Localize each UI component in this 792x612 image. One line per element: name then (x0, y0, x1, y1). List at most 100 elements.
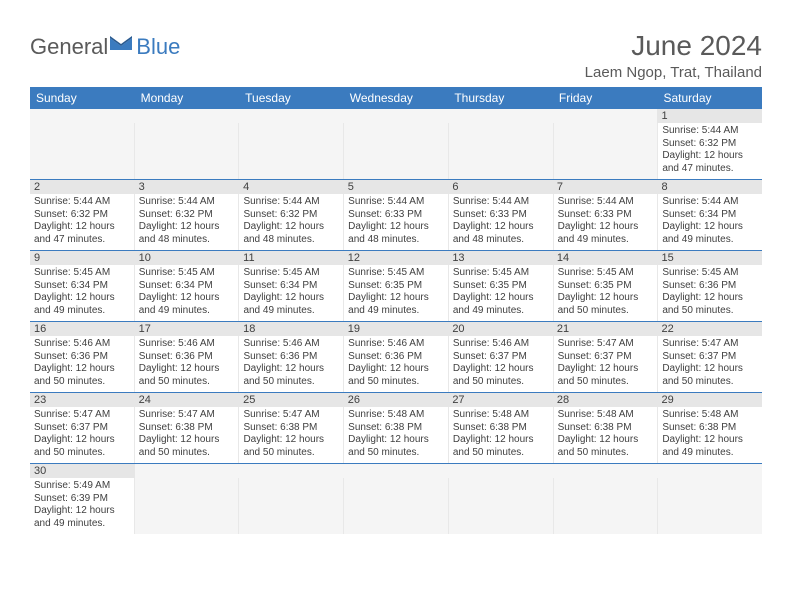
week-row: Sunrise: 5:44 AMSunset: 6:32 PMDaylight:… (30, 123, 762, 180)
day-number: 2 (30, 180, 135, 194)
day-cell: Sunrise: 5:45 AMSunset: 6:34 PMDaylight:… (30, 265, 135, 321)
daylight-line: Daylight: 12 hours and 48 minutes. (348, 221, 444, 246)
day-number: 15 (657, 251, 762, 265)
sunset-line: Sunset: 6:33 PM (453, 209, 549, 222)
day-cell (658, 478, 762, 534)
sunrise-line: Sunrise: 5:45 AM (243, 267, 339, 280)
day-number (135, 109, 240, 123)
day-number: 18 (239, 322, 344, 336)
sunset-line: Sunset: 6:36 PM (348, 351, 444, 364)
sunrise-line: Sunrise: 5:47 AM (139, 409, 235, 422)
sunrise-line: Sunrise: 5:46 AM (453, 338, 549, 351)
logo: General Blue (30, 30, 180, 60)
sunrise-line: Sunrise: 5:47 AM (243, 409, 339, 422)
day-cell: Sunrise: 5:48 AMSunset: 6:38 PMDaylight:… (344, 407, 449, 463)
sunrise-line: Sunrise: 5:46 AM (139, 338, 235, 351)
day-number-row: 23242526272829 (30, 393, 762, 407)
day-number: 13 (448, 251, 553, 265)
daylight-line: Daylight: 12 hours and 50 minutes. (348, 363, 444, 388)
daylight-line: Daylight: 12 hours and 50 minutes. (558, 363, 654, 388)
sunrise-line: Sunrise: 5:45 AM (139, 267, 235, 280)
day-number (239, 464, 344, 478)
daylight-line: Daylight: 12 hours and 50 minutes. (139, 363, 235, 388)
day-cell (449, 123, 554, 179)
day-cell: Sunrise: 5:46 AMSunset: 6:36 PMDaylight:… (30, 336, 135, 392)
day-cell (554, 123, 659, 179)
day-number: 4 (239, 180, 344, 194)
day-number: 21 (553, 322, 658, 336)
daylight-line: Daylight: 12 hours and 50 minutes. (453, 434, 549, 459)
daylight-line: Daylight: 12 hours and 47 minutes. (662, 150, 758, 175)
sunset-line: Sunset: 6:34 PM (662, 209, 758, 222)
sunset-line: Sunset: 6:32 PM (243, 209, 339, 222)
day-number: 6 (448, 180, 553, 194)
sunrise-line: Sunrise: 5:44 AM (662, 125, 758, 138)
day-cell (449, 478, 554, 534)
day-number-row: 9101112131415 (30, 251, 762, 265)
sunrise-line: Sunrise: 5:47 AM (558, 338, 654, 351)
day-cell: Sunrise: 5:48 AMSunset: 6:38 PMDaylight:… (554, 407, 659, 463)
sunrise-line: Sunrise: 5:44 AM (34, 196, 130, 209)
daylight-line: Daylight: 12 hours and 48 minutes. (243, 221, 339, 246)
day-number (30, 109, 135, 123)
day-cell (135, 123, 240, 179)
logo-icon (110, 30, 132, 56)
day-cell: Sunrise: 5:48 AMSunset: 6:38 PMDaylight:… (658, 407, 762, 463)
sunset-line: Sunset: 6:32 PM (34, 209, 130, 222)
day-number (448, 464, 553, 478)
daylight-line: Daylight: 12 hours and 50 minutes. (243, 434, 339, 459)
daylight-line: Daylight: 12 hours and 49 minutes. (139, 292, 235, 317)
weeks-container: 1Sunrise: 5:44 AMSunset: 6:32 PMDaylight… (30, 109, 762, 534)
day-cell: Sunrise: 5:45 AMSunset: 6:36 PMDaylight:… (658, 265, 762, 321)
day-number: 25 (239, 393, 344, 407)
day-number-row: 16171819202122 (30, 322, 762, 336)
day-number: 17 (135, 322, 240, 336)
sunset-line: Sunset: 6:33 PM (348, 209, 444, 222)
day-number: 5 (344, 180, 449, 194)
day-cell: Sunrise: 5:47 AMSunset: 6:38 PMDaylight:… (239, 407, 344, 463)
day-number: 1 (657, 109, 762, 123)
day-number-row: 30 (30, 464, 762, 478)
day-cell: Sunrise: 5:46 AMSunset: 6:36 PMDaylight:… (344, 336, 449, 392)
sunrise-line: Sunrise: 5:47 AM (662, 338, 758, 351)
day-cell: Sunrise: 5:44 AMSunset: 6:32 PMDaylight:… (239, 194, 344, 250)
sunrise-line: Sunrise: 5:44 AM (662, 196, 758, 209)
day-cell: Sunrise: 5:44 AMSunset: 6:34 PMDaylight:… (658, 194, 762, 250)
day-number (135, 464, 240, 478)
day-cell: Sunrise: 5:47 AMSunset: 6:37 PMDaylight:… (554, 336, 659, 392)
daylight-line: Daylight: 12 hours and 49 minutes. (243, 292, 339, 317)
sunset-line: Sunset: 6:38 PM (348, 422, 444, 435)
day-header: Tuesday (239, 87, 344, 109)
day-cell: Sunrise: 5:44 AMSunset: 6:33 PMDaylight:… (449, 194, 554, 250)
sunrise-line: Sunrise: 5:47 AM (34, 409, 130, 422)
sunset-line: Sunset: 6:37 PM (662, 351, 758, 364)
day-number: 28 (553, 393, 658, 407)
daylight-line: Daylight: 12 hours and 50 minutes. (453, 363, 549, 388)
day-number (657, 464, 762, 478)
day-number: 20 (448, 322, 553, 336)
day-number-row: 2345678 (30, 180, 762, 194)
sunrise-line: Sunrise: 5:45 AM (34, 267, 130, 280)
day-number (448, 109, 553, 123)
week-row: Sunrise: 5:47 AMSunset: 6:37 PMDaylight:… (30, 407, 762, 464)
day-number: 29 (657, 393, 762, 407)
day-number: 9 (30, 251, 135, 265)
sunset-line: Sunset: 6:36 PM (34, 351, 130, 364)
sunset-line: Sunset: 6:38 PM (243, 422, 339, 435)
day-cell: Sunrise: 5:49 AMSunset: 6:39 PMDaylight:… (30, 478, 135, 534)
sunset-line: Sunset: 6:34 PM (34, 280, 130, 293)
daylight-line: Daylight: 12 hours and 50 minutes. (558, 292, 654, 317)
sunset-line: Sunset: 6:35 PM (558, 280, 654, 293)
sunset-line: Sunset: 6:36 PM (243, 351, 339, 364)
daylight-line: Daylight: 12 hours and 49 minutes. (662, 434, 758, 459)
day-number: 3 (135, 180, 240, 194)
day-header: Sunday (30, 87, 135, 109)
day-number: 23 (30, 393, 135, 407)
day-cell: Sunrise: 5:44 AMSunset: 6:32 PMDaylight:… (135, 194, 240, 250)
daylight-line: Daylight: 12 hours and 48 minutes. (139, 221, 235, 246)
day-number: 24 (135, 393, 240, 407)
month-title: June 2024 (585, 30, 762, 62)
daylight-line: Daylight: 12 hours and 50 minutes. (662, 363, 758, 388)
day-cell: Sunrise: 5:46 AMSunset: 6:36 PMDaylight:… (135, 336, 240, 392)
day-number: 30 (30, 464, 135, 478)
